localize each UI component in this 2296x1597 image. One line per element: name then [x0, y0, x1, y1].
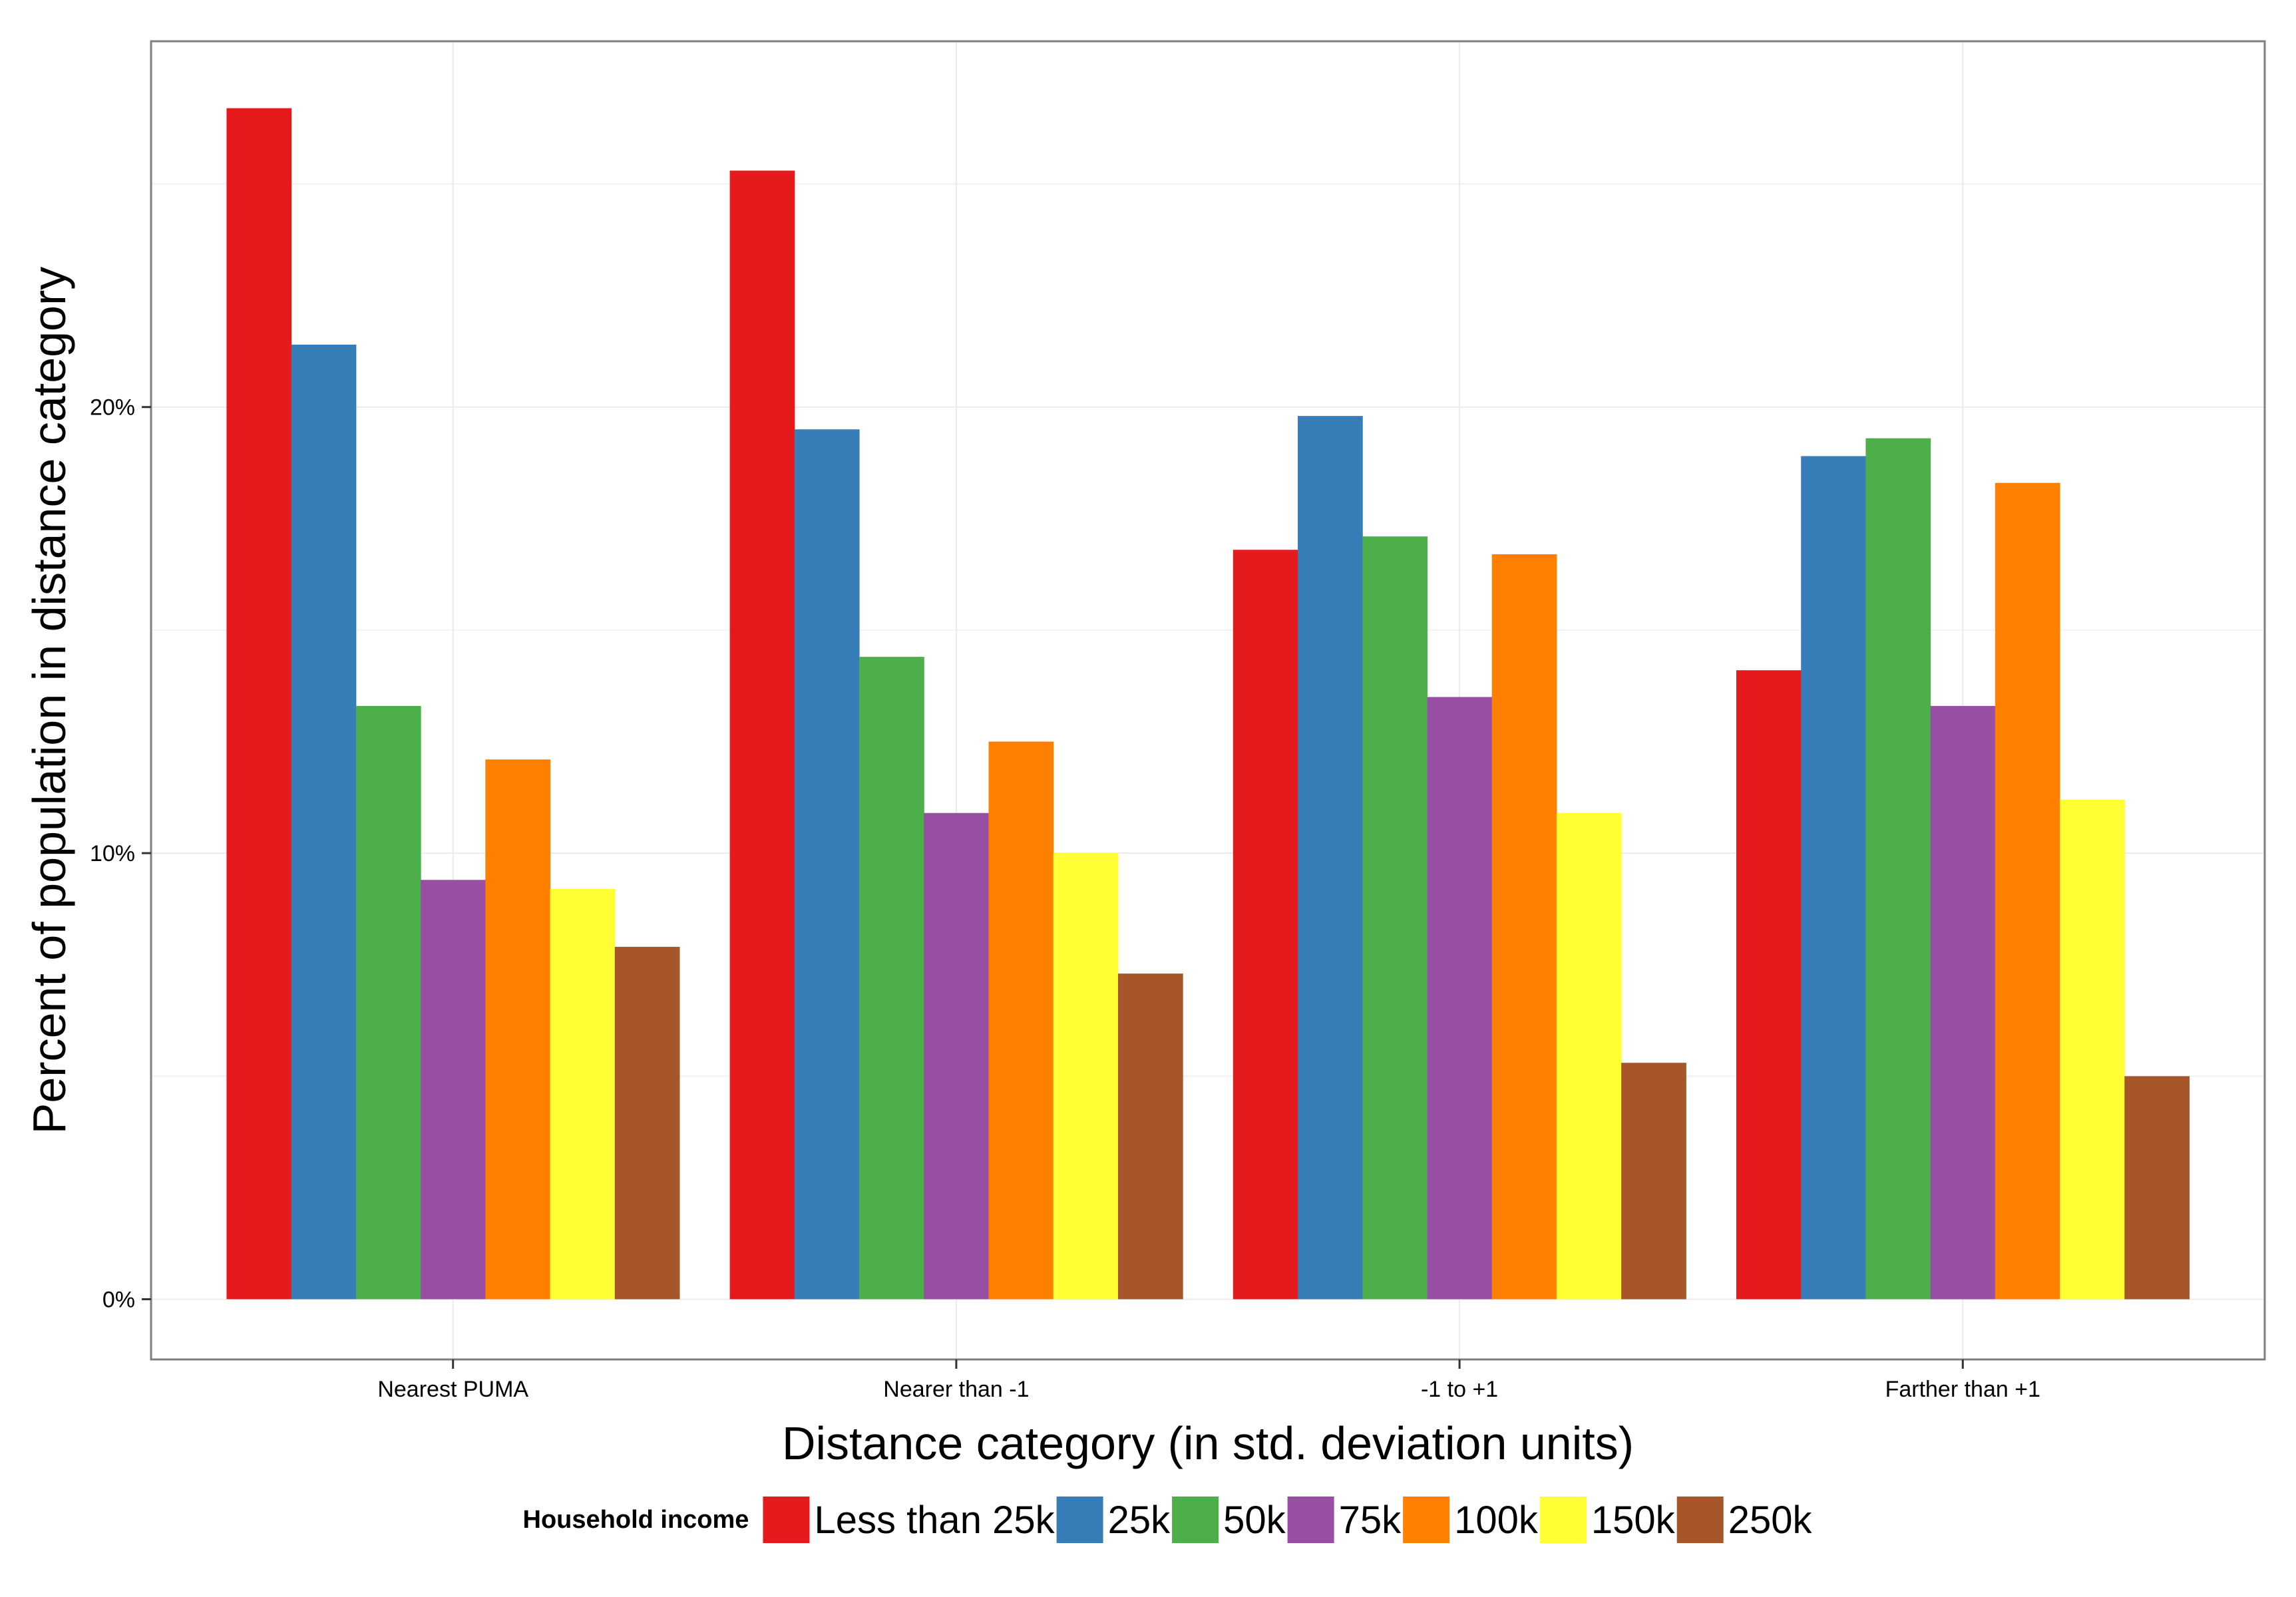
bar — [550, 888, 616, 1300]
x-tick-label: -1 to +1 — [1421, 1377, 1498, 1402]
legend-key — [1286, 1495, 1336, 1544]
legend-label: 150k — [1591, 1499, 1676, 1542]
legend-key — [761, 1495, 811, 1544]
bar — [1621, 1063, 1686, 1300]
bar — [1930, 705, 1996, 1300]
legend-label: 25k — [1108, 1499, 1171, 1542]
bar — [1801, 456, 1866, 1300]
legend-key — [1675, 1495, 1725, 1544]
bar — [291, 344, 357, 1300]
bar — [1362, 536, 1428, 1300]
bar — [1491, 554, 1557, 1300]
legend-label: Less than 25k — [814, 1499, 1055, 1542]
bar — [729, 170, 795, 1300]
bar — [421, 880, 486, 1300]
bar — [614, 946, 680, 1300]
bar — [794, 429, 860, 1300]
bar — [2124, 1076, 2190, 1300]
legend-label: 75k — [1339, 1499, 1402, 1542]
bar — [1427, 697, 1493, 1300]
y-tick-label: 0% — [102, 1287, 135, 1312]
legend-key — [1538, 1495, 1588, 1544]
x-tick-label: Farther than +1 — [1885, 1377, 2040, 1402]
bar — [924, 812, 990, 1300]
y-tick-label: 20% — [90, 395, 135, 421]
bar — [1298, 416, 1363, 1300]
legend-label: 50k — [1223, 1499, 1286, 1542]
bar — [1233, 550, 1298, 1300]
legend-label: 250k — [1728, 1499, 1813, 1542]
bar — [1053, 853, 1119, 1300]
bar — [1736, 670, 1802, 1300]
bar — [226, 108, 292, 1300]
x-axis-title: Distance category (in std. deviation uni… — [782, 1417, 1634, 1469]
bar — [988, 741, 1054, 1300]
legend-title: Household income — [523, 1506, 749, 1534]
plot-border — [150, 40, 2266, 1361]
bar — [485, 759, 551, 1300]
x-tick-label: Nearer than -1 — [883, 1377, 1029, 1402]
legend-key — [1402, 1495, 1451, 1544]
legend-key — [1171, 1495, 1221, 1544]
bar — [355, 705, 421, 1300]
y-axis-title: Percent of population in distance catego… — [23, 267, 75, 1135]
bar — [1865, 438, 1931, 1300]
bar — [1556, 812, 1622, 1300]
bar — [1117, 974, 1183, 1300]
x-tick-label: Nearest PUMA — [377, 1377, 528, 1402]
legend-key — [1055, 1495, 1105, 1544]
bar — [2060, 799, 2125, 1300]
legend-label: 100k — [1454, 1499, 1539, 1542]
y-tick-label: 10% — [90, 841, 135, 866]
bar — [1995, 482, 2060, 1300]
bar — [859, 657, 924, 1300]
